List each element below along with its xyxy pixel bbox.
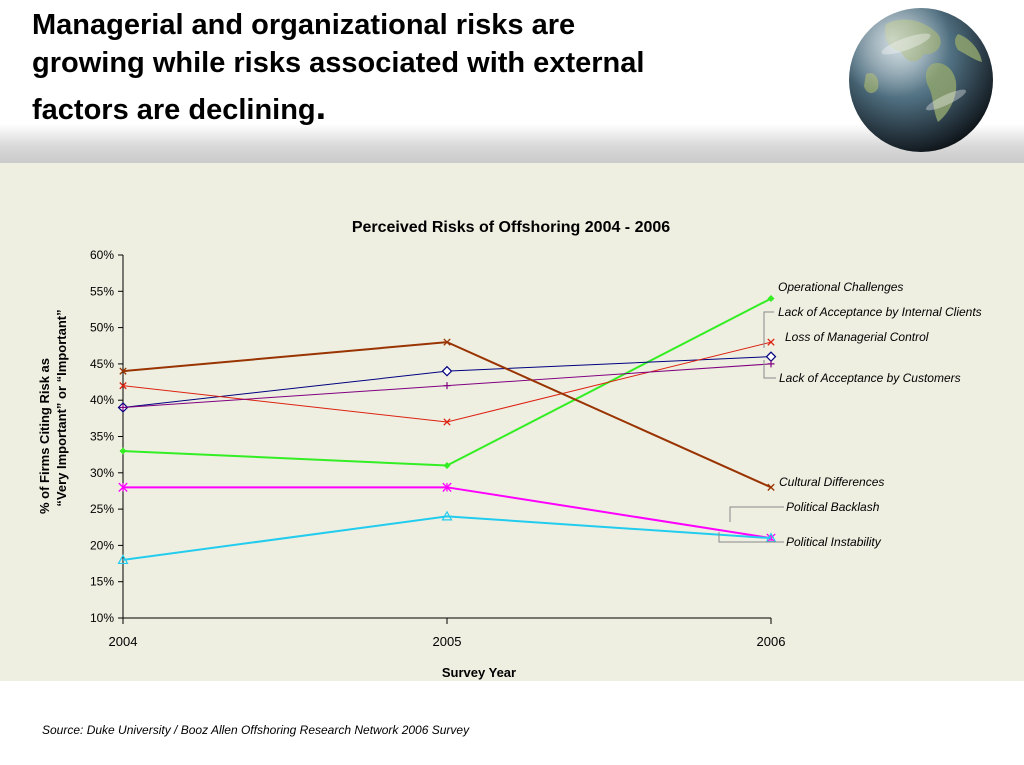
y-axis-title-line-1: % of Firms Citing Risk as xyxy=(37,358,52,514)
data-marker xyxy=(118,482,128,492)
data-marker xyxy=(441,365,453,377)
y-tick-label: 55% xyxy=(90,284,114,298)
y-tick-label: 20% xyxy=(90,538,114,552)
data-marker xyxy=(443,382,451,390)
chart-title: Perceived Risks of Offshoring 2004 - 200… xyxy=(352,219,670,236)
series-label-cultural-differences: Cultural Differences xyxy=(779,475,884,489)
y-tick-label: 35% xyxy=(90,430,114,444)
y-tick-label: 45% xyxy=(90,357,114,371)
source-note: Source: Duke University / Booz Allen Off… xyxy=(42,723,470,737)
y-axis-title-line-2: “Very Important” or “Important” xyxy=(54,309,69,506)
data-marker xyxy=(767,338,775,346)
series-label-operational-challenges: Operational Challenges xyxy=(778,280,903,294)
series-line xyxy=(122,341,772,423)
series-line xyxy=(122,515,772,561)
x-tick-label: 2006 xyxy=(757,634,786,649)
series-layer xyxy=(117,295,777,565)
series-line xyxy=(122,297,772,467)
data-marker xyxy=(442,482,452,492)
x-tick-label: 2005 xyxy=(433,634,462,649)
series-operational-challenges xyxy=(119,295,775,470)
series-label-lack-of-acceptance-by-customers: Lack of Acceptance by Customers xyxy=(779,371,961,385)
data-marker xyxy=(119,367,127,375)
y-tick-label: 40% xyxy=(90,393,114,407)
chart-panel xyxy=(0,163,1024,681)
series-label-political-instability: Political Instability xyxy=(786,535,882,549)
header-band xyxy=(0,124,1024,164)
series-line xyxy=(122,356,772,408)
slide-title-period: . xyxy=(315,86,327,128)
slide-title-line-1: Managerial and organizational risks are xyxy=(32,9,576,41)
data-marker xyxy=(443,418,451,426)
series-lack-of-acceptance-by-internal-clients xyxy=(117,351,777,413)
label-leader-line xyxy=(763,360,776,379)
y-tick-label: 25% xyxy=(90,502,114,516)
series-political-instability xyxy=(117,510,777,565)
x-axis-title: Survey Year xyxy=(442,665,516,680)
y-tick-label: 30% xyxy=(90,466,114,480)
y-axis-title: % of Firms Citing Risk as “Very Importan… xyxy=(37,309,69,514)
data-marker xyxy=(443,338,451,346)
y-tick-label: 60% xyxy=(90,248,114,262)
series-label-lack-of-acceptance-by-internal-clients: Lack of Acceptance by Internal Clients xyxy=(778,305,982,319)
slide-title: Managerial and organizational risks are … xyxy=(32,6,822,129)
y-tick-label: 15% xyxy=(90,575,114,589)
series-labels: Operational Challenges Lack of Acceptance… xyxy=(718,280,982,549)
data-marker xyxy=(119,382,127,390)
label-leader-line xyxy=(729,506,784,522)
data-marker xyxy=(443,462,451,470)
data-marker xyxy=(119,403,127,411)
series-loss-of-managerial-control xyxy=(119,338,775,426)
data-marker xyxy=(441,510,453,521)
axes: 10% 15% 20% 25% 30% 35% 40% 45% 50% 55% 60% 2004 200… xyxy=(90,248,785,649)
series-lack-of-acceptance-by-customers xyxy=(119,360,775,411)
data-marker xyxy=(767,360,775,368)
data-marker xyxy=(117,554,129,565)
data-marker xyxy=(119,447,127,455)
label-leader-line xyxy=(763,311,774,348)
slide-title-line-3: factors are declining xyxy=(32,94,316,126)
data-marker xyxy=(765,351,777,362)
data-marker xyxy=(767,483,775,491)
data-marker xyxy=(767,295,775,303)
series-label-loss-of-managerial-control: Loss of Managerial Control xyxy=(785,330,929,344)
series-label-political-backlash: Political Backlash xyxy=(786,500,880,514)
earth-globe-icon xyxy=(849,8,993,152)
slide-title-line-2: growing while risks associated with exte… xyxy=(32,47,645,79)
y-tick-label: 10% xyxy=(90,611,114,625)
series-cultural-differences xyxy=(119,338,775,491)
label-leader-line xyxy=(718,532,784,543)
y-tick-label: 50% xyxy=(90,321,114,335)
x-tick-label: 2004 xyxy=(109,634,138,649)
